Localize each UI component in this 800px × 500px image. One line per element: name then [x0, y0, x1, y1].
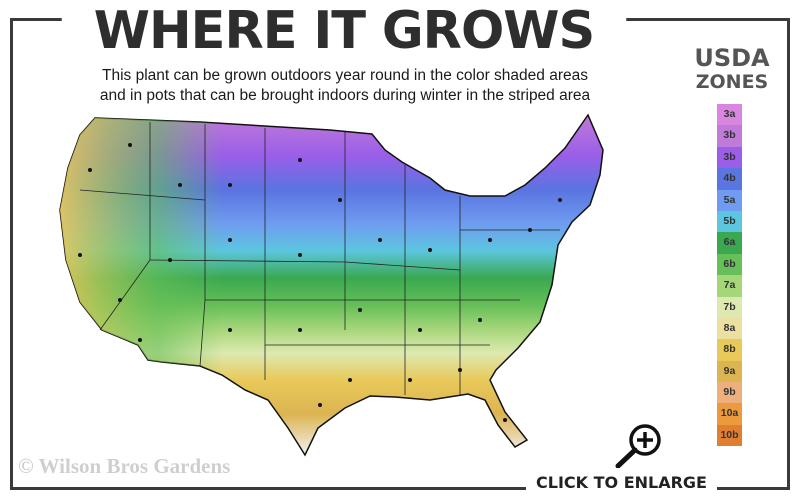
west-coast-shading [60, 115, 603, 455]
city-dots [78, 143, 562, 422]
legend-swatch-3b: 3b [717, 146, 742, 169]
state-borders [79, 122, 560, 395]
legend-swatch-3b: 3b [717, 125, 742, 147]
legend-swatch-9b: 9b [717, 382, 742, 404]
legend-swatch-6a: 6a [717, 232, 742, 254]
legend-swatch-3a: 3a [717, 104, 742, 126]
subtitle-line-1: This plant can be grown outdoors year ro… [102, 67, 588, 84]
subtitle-line-2: and in pots that can be brought indoors … [99, 87, 591, 104]
page-title: WHERE IT GROWS [61, 2, 627, 60]
legend-swatch-9a: 9a [717, 360, 742, 383]
subtitle: This plant can be grown outdoors year ro… [60, 66, 630, 106]
legend-title: USDA ZONES [672, 46, 792, 94]
legend-swatch-7a: 7a [717, 275, 742, 297]
legend-title-line-2: ZONES [695, 71, 769, 93]
zone-legend: 3a 3b 3b 4b 5a 5b 6a 6b 7a 7b 8a 8b 9a 9b 10a 10b [717, 104, 742, 447]
copyright-watermark: © Wilson Bros Gardens [18, 454, 231, 478]
legend-swatch-6b: 6b [717, 253, 742, 276]
legend-swatch-10b: 10b [717, 424, 742, 447]
legend-swatch-7b: 7b [717, 296, 742, 318]
legend-swatch-8a: 8a [717, 317, 742, 340]
legend-swatch-8b: 8b [717, 339, 742, 361]
legend-swatch-4b: 4b [717, 168, 742, 190]
legend-swatch-10a: 10a [717, 403, 742, 425]
legend-title-line-1: USDA [694, 44, 770, 72]
legend-swatch-5a: 5a [717, 189, 742, 211]
legend-swatch-5b: 5b [717, 210, 742, 233]
click-to-enlarge-button[interactable]: CLICK TO ENLARGE [526, 473, 717, 492]
magnifier-plus-icon[interactable] [608, 422, 664, 468]
